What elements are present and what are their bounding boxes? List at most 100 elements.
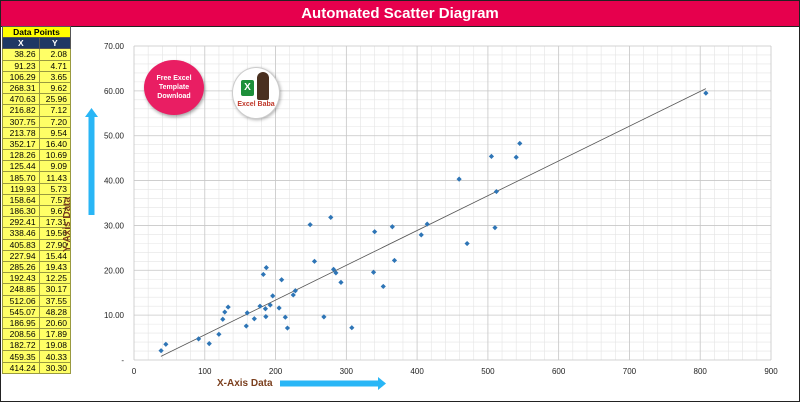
table-row: 158.64 7.57 [2,193,72,207]
cell-y[interactable]: 40.33 [38,350,72,363]
trendline [160,88,707,357]
cell-y[interactable]: 19.08 [38,339,72,352]
y-tick-label: 20.00 [104,266,125,275]
table-row: 338.46 19.56 [2,227,72,240]
data-point [389,224,395,230]
excel-baba-logo[interactable]: X Excel Baba [232,67,280,119]
cell-y[interactable]: 16.40 [38,137,72,151]
data-point [282,314,288,320]
data-point [321,314,327,320]
data-points-table: Data Points X Y 38.26 2.08 91.23 4.71 106.29… [2,25,72,374]
cell-y[interactable]: 9.67 [38,204,72,218]
y-axis-arrow-head [85,108,98,117]
data-point [372,229,378,235]
x-tick-label: 800 [694,367,708,376]
cell-x[interactable]: 459.35 [2,350,40,363]
x-axis-arrow-head [378,377,386,390]
mascot-icon [257,72,269,100]
cell-x[interactable]: 125.44 [2,160,40,173]
cell-y[interactable]: 11.43 [38,171,72,184]
data-point [220,316,226,322]
table-row: 268.31 9.62 [2,81,72,95]
table-row: 182.72 19.08 [2,339,72,352]
x-tick-label: 100 [198,367,212,376]
cell-x[interactable]: 119.93 [2,182,40,195]
cell-x[interactable]: 186.30 [2,204,40,218]
data-point [284,325,291,331]
cell-y[interactable]: 9.09 [38,160,72,173]
cell-x[interactable]: 213.78 [2,126,40,139]
data-point [276,305,282,311]
chart-title: Automated Scatter Diagram [1,1,799,27]
cell-x[interactable]: 91.23 [2,59,40,72]
data-point [163,341,169,347]
data-point [279,277,285,283]
y-tick-label: 40.00 [104,177,125,186]
table-row: 208.56 17.89 [2,328,72,341]
table-row: 248.85 30.17 [2,283,72,296]
data-point [292,288,298,294]
data-point [263,314,269,320]
data-point [330,266,337,272]
cell-y[interactable]: 7.57 [38,193,72,207]
cell-y[interactable]: 27.90 [38,238,72,251]
cell-x[interactable]: 338.46 [2,227,40,240]
cell-y[interactable]: 10.69 [38,149,72,162]
data-point [513,154,519,160]
data-point [311,258,318,264]
table-row: 405.83 27.90 [2,238,72,251]
y-tick-label: - [121,356,124,365]
data-point [464,240,470,247]
x-tick-label: 600 [552,367,566,376]
table-row: 459.35 40.33 [2,350,72,363]
data-point [158,348,164,354]
x-tick-label: 700 [623,367,637,376]
cell-x[interactable]: 216.82 [2,104,40,117]
free-template-badge[interactable]: Free Excel Template Download [144,60,204,115]
cell-x[interactable]: 545.07 [2,305,40,318]
table-row: 125.44 9.09 [2,160,72,173]
data-point [492,225,498,231]
y-tick-label: 30.00 [104,221,125,230]
data-point [380,283,386,290]
cell-y[interactable]: 9.54 [38,126,72,139]
table-row: 186.95 20.60 [2,316,72,330]
data-point [216,331,222,337]
data-point [307,222,313,228]
excel-icon: X [241,80,254,96]
table-row: 414.24 30.30 [2,361,72,374]
y-tick-label: 70.00 [104,42,125,51]
table-row: 119.93 5.73 [2,182,72,195]
table-row: 512.06 37.55 [2,294,72,307]
cell-y[interactable]: 17.31 [38,216,72,229]
table-row: 216.82 7.12 [2,104,72,117]
table-row: 91.23 4.71 [2,59,72,72]
cell-x[interactable]: 405.83 [2,238,40,251]
data-point [243,323,249,329]
cell-x[interactable]: 292.41 [2,216,40,229]
cell-y[interactable]: 2.08 [38,48,72,61]
cell-y[interactable]: 30.30 [38,361,72,374]
table-row: 38.26 2.08 [2,48,72,61]
table-row: 128.26 10.69 [2,149,72,162]
table-row: 470.63 25.96 [2,93,72,106]
data-point [349,325,355,331]
cell-x[interactable]: 185.70 [2,171,40,184]
data-point [290,292,296,298]
x-tick-label: 300 [340,367,354,376]
table-row: 227.94 15.44 [2,249,72,262]
y-axis-label: Y-Axis Data [62,196,73,252]
data-point [263,264,269,271]
cell-y[interactable]: 19.56 [38,227,72,240]
cell-y[interactable]: 9.62 [38,81,72,95]
data-point [338,279,344,285]
data-point [222,309,228,315]
data-point [257,303,263,309]
table-row: 213.78 9.54 [2,126,72,139]
table-row: 292.41 17.31 [2,216,72,229]
table-row: 185.70 11.43 [2,171,72,184]
cell-y[interactable]: 5.73 [38,182,72,195]
cell-x[interactable]: 158.64 [2,193,40,207]
table-row: 106.29 3.65 [2,70,72,83]
